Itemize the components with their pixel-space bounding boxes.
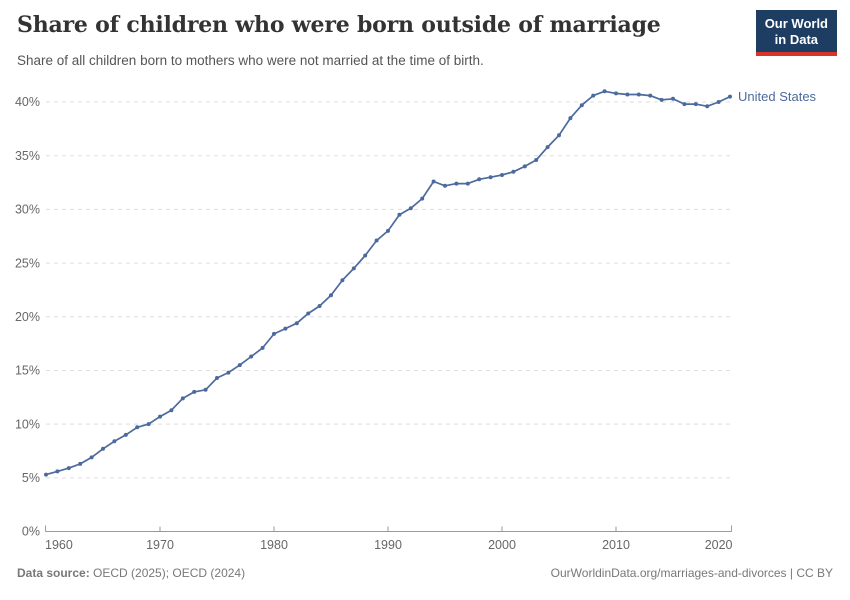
data-point <box>78 461 83 466</box>
data-point <box>557 133 561 138</box>
data-point <box>682 102 687 107</box>
data-point <box>123 432 128 437</box>
y-gridlines <box>45 101 732 532</box>
x-tick-label: 1980 <box>260 538 288 552</box>
data-point <box>66 466 71 471</box>
data-point <box>579 103 584 108</box>
data-point <box>237 363 242 368</box>
data-point <box>705 104 710 109</box>
data-point <box>146 422 151 427</box>
data-point <box>215 376 219 380</box>
x-tick-labels: 1960 1970 1980 1990 2000 2010 2020 <box>45 538 733 552</box>
data-point <box>249 354 254 359</box>
x-tick-label: 1970 <box>146 538 174 552</box>
y-tick-label: 20% <box>15 310 40 324</box>
x-axis <box>45 525 732 532</box>
data-point <box>294 321 299 326</box>
data-point <box>351 266 356 271</box>
data-point <box>454 181 459 186</box>
data-point <box>135 425 140 430</box>
data-point <box>44 472 48 477</box>
data-point <box>112 439 117 444</box>
y-tick-label: 35% <box>15 149 40 163</box>
data-point <box>180 396 185 401</box>
data-point <box>374 238 379 243</box>
data-line <box>45 90 731 476</box>
data-point <box>591 93 596 98</box>
data-point <box>420 196 425 201</box>
data-point <box>306 311 311 316</box>
data-point <box>203 387 208 392</box>
x-tick-label: 2010 <box>602 538 630 552</box>
data-points <box>44 89 732 477</box>
page-title: Share of children who were born outside … <box>17 12 661 38</box>
chart-footer: Data source: OECD (2025); OECD (2024) Ou… <box>17 566 833 580</box>
data-point <box>728 94 732 99</box>
data-point <box>636 92 641 97</box>
data-point <box>625 92 630 97</box>
data-point <box>500 173 504 177</box>
y-tick-labels: 0% 5% 10% 15% 20% 25% 30% 35% 40% <box>15 95 40 539</box>
data-point <box>101 446 105 451</box>
data-point <box>386 228 390 233</box>
data-point <box>477 177 482 182</box>
y-tick-label: 25% <box>15 256 40 270</box>
owid-logo: Our World in Data <box>755 10 837 56</box>
data-point <box>488 175 493 180</box>
owid-logo-line2: in Data <box>774 32 819 47</box>
chart-subtitle: Share of all children born to mothers wh… <box>17 53 484 68</box>
x-tick-label: 2000 <box>488 538 516 552</box>
data-point <box>340 278 345 283</box>
owid-logo-line1: Our World <box>764 16 828 31</box>
data-point <box>226 370 231 375</box>
data-point <box>397 212 402 217</box>
x-tick-label: 1990 <box>374 538 402 552</box>
data-point <box>431 179 436 184</box>
credit-note[interactable]: OurWorldinData.org/marriages-and-divorce… <box>550 566 833 580</box>
data-point <box>158 414 162 419</box>
data-point <box>648 93 653 98</box>
y-tick-label: 0% <box>22 525 40 539</box>
data-point <box>443 183 447 188</box>
data-point <box>317 304 322 308</box>
series-end-label: United States <box>738 89 817 104</box>
y-tick-label: 5% <box>22 471 40 485</box>
data-point <box>169 408 174 413</box>
x-tick-label: 1960 <box>45 538 73 552</box>
data-point <box>272 331 276 336</box>
data-point <box>693 102 698 107</box>
data-point <box>534 158 539 162</box>
data-point <box>363 253 368 258</box>
data-point <box>545 145 550 150</box>
data-point <box>55 469 60 474</box>
data-point <box>329 293 333 298</box>
data-point <box>568 116 573 121</box>
data-point <box>408 206 413 211</box>
data-point <box>716 100 721 104</box>
y-tick-label: 30% <box>15 203 40 217</box>
y-tick-label: 10% <box>15 417 40 431</box>
data-point <box>511 169 516 174</box>
y-tick-label: 40% <box>15 95 40 109</box>
data-point <box>602 89 607 94</box>
data-point <box>260 345 265 350</box>
data-point <box>659 97 664 102</box>
data-point <box>465 181 470 186</box>
data-point <box>614 91 618 96</box>
x-tick-label: 2020 <box>705 538 733 552</box>
data-point <box>522 164 527 169</box>
data-source-note: Data source: OECD (2025); OECD (2024) <box>17 566 245 580</box>
y-tick-label: 15% <box>15 364 40 378</box>
data-point <box>89 455 94 460</box>
data-point <box>192 389 197 394</box>
data-source-label: Data source: <box>17 566 90 580</box>
data-source-value: OECD (2025); OECD (2024) <box>89 566 246 580</box>
data-point <box>671 96 675 101</box>
data-point <box>283 326 288 331</box>
